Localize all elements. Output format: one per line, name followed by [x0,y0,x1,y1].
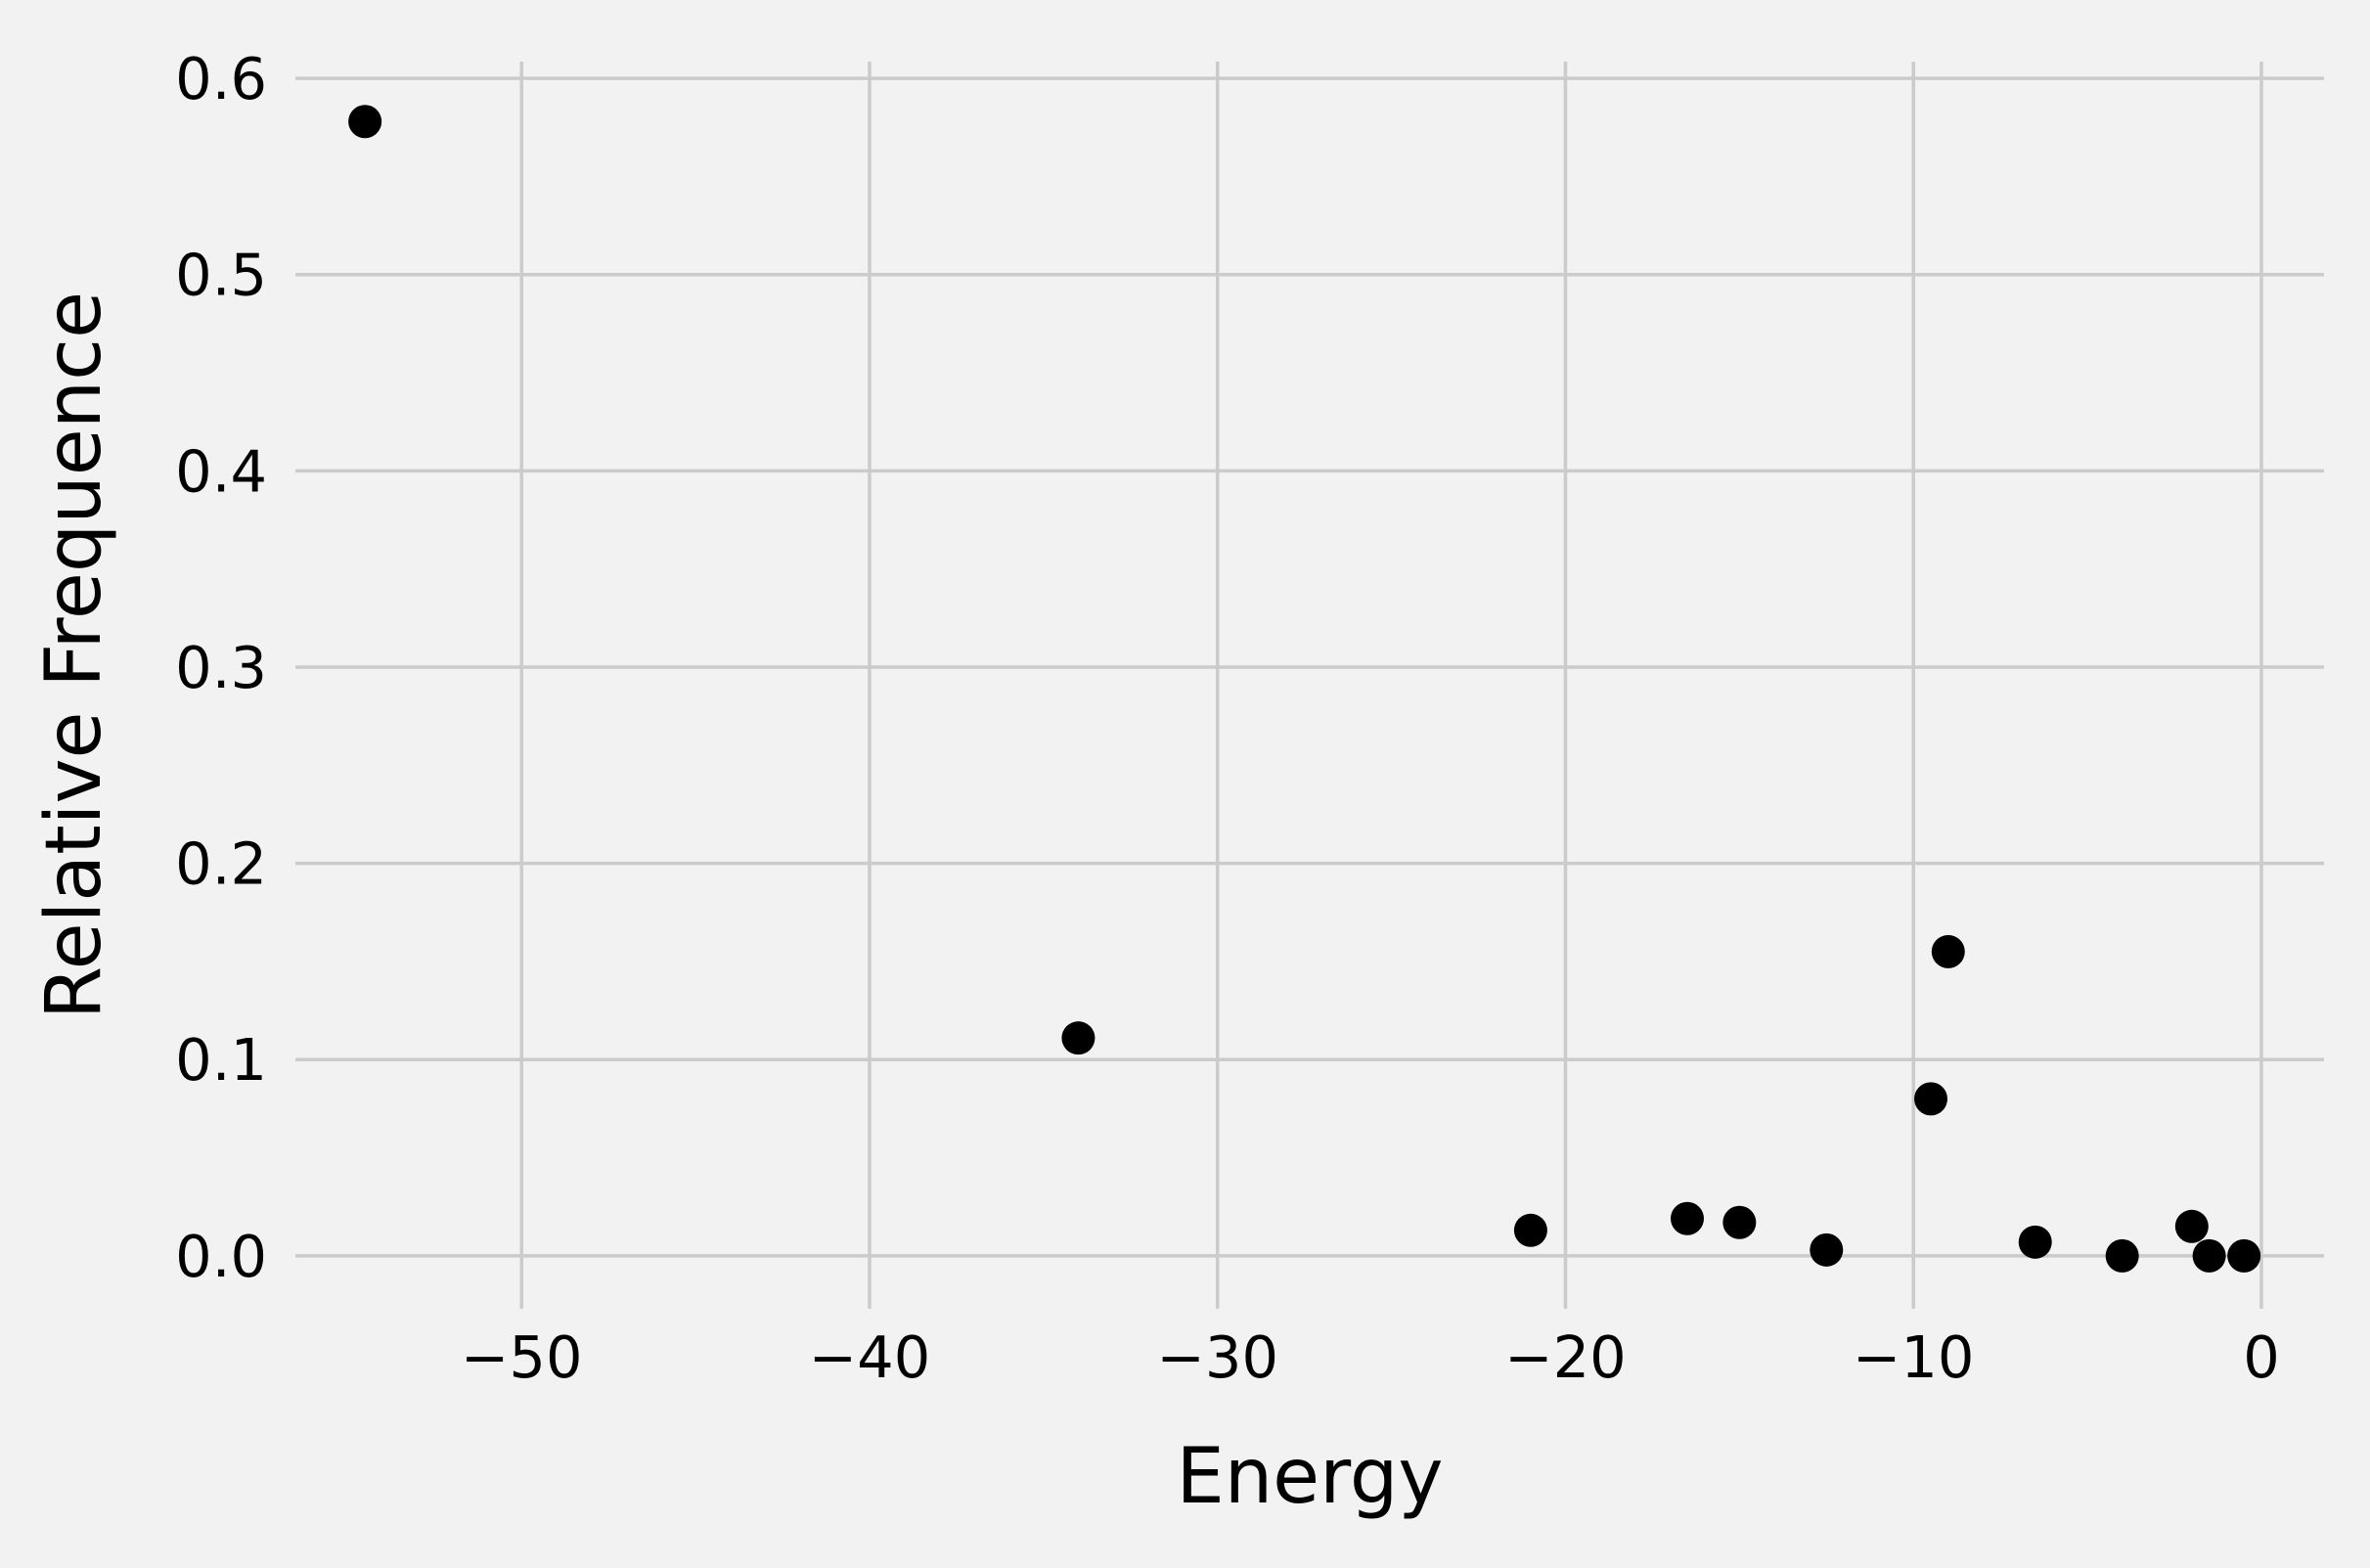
data-point [1513,1213,1547,1247]
y-axis-label: Relative Frequence [30,291,118,1019]
data-point [2174,1209,2209,1243]
y-tick-label: 0.2 [175,830,267,898]
data-point [2227,1238,2261,1273]
y-tick-label: 0.0 [175,1223,267,1290]
y-tick-label: 0.3 [175,634,267,701]
data-point [1670,1201,1704,1235]
x-tick-label: −20 [1504,1323,1627,1391]
x-tick-label: −50 [461,1323,583,1391]
x-axis-label: Energy [1176,1433,1443,1521]
x-tick-label: −40 [809,1323,931,1391]
x-tick-label: −10 [1853,1323,1975,1391]
data-point [1931,934,1965,968]
data-point [2105,1238,2139,1273]
x-tick-label: −30 [1156,1323,1278,1391]
y-axis-ticks: 0.0 0.1 0.2 0.3 0.4 0.5 0.6 [175,45,267,1290]
y-tick-label: 0.4 [175,437,267,505]
y-tick-label: 0.6 [175,45,267,112]
data-point [1810,1232,1844,1267]
data-point [1061,1021,1096,1055]
x-axis-ticks: −50 −40 −30 −20 −10 0 [461,1323,2280,1391]
y-tick-label: 0.1 [175,1026,267,1094]
data-point [2018,1225,2052,1259]
data-point [2192,1238,2226,1273]
y-tick-label: 0.5 [175,242,267,309]
data-point [348,105,382,139]
grid [295,62,2324,1309]
data-point [1914,1082,1948,1116]
data-point [1722,1205,1757,1239]
data-points [348,105,2261,1273]
x-tick-label: 0 [2243,1323,2280,1391]
